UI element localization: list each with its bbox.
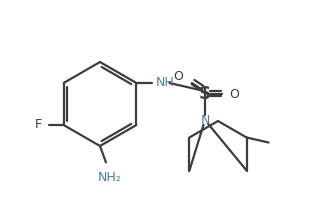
Text: N: N [200, 113, 210, 127]
Text: O: O [229, 87, 239, 101]
Text: F: F [34, 119, 42, 131]
Text: NH₂: NH₂ [98, 171, 122, 184]
Text: S: S [199, 85, 211, 103]
Text: O: O [173, 71, 183, 83]
Text: NH: NH [155, 77, 174, 89]
